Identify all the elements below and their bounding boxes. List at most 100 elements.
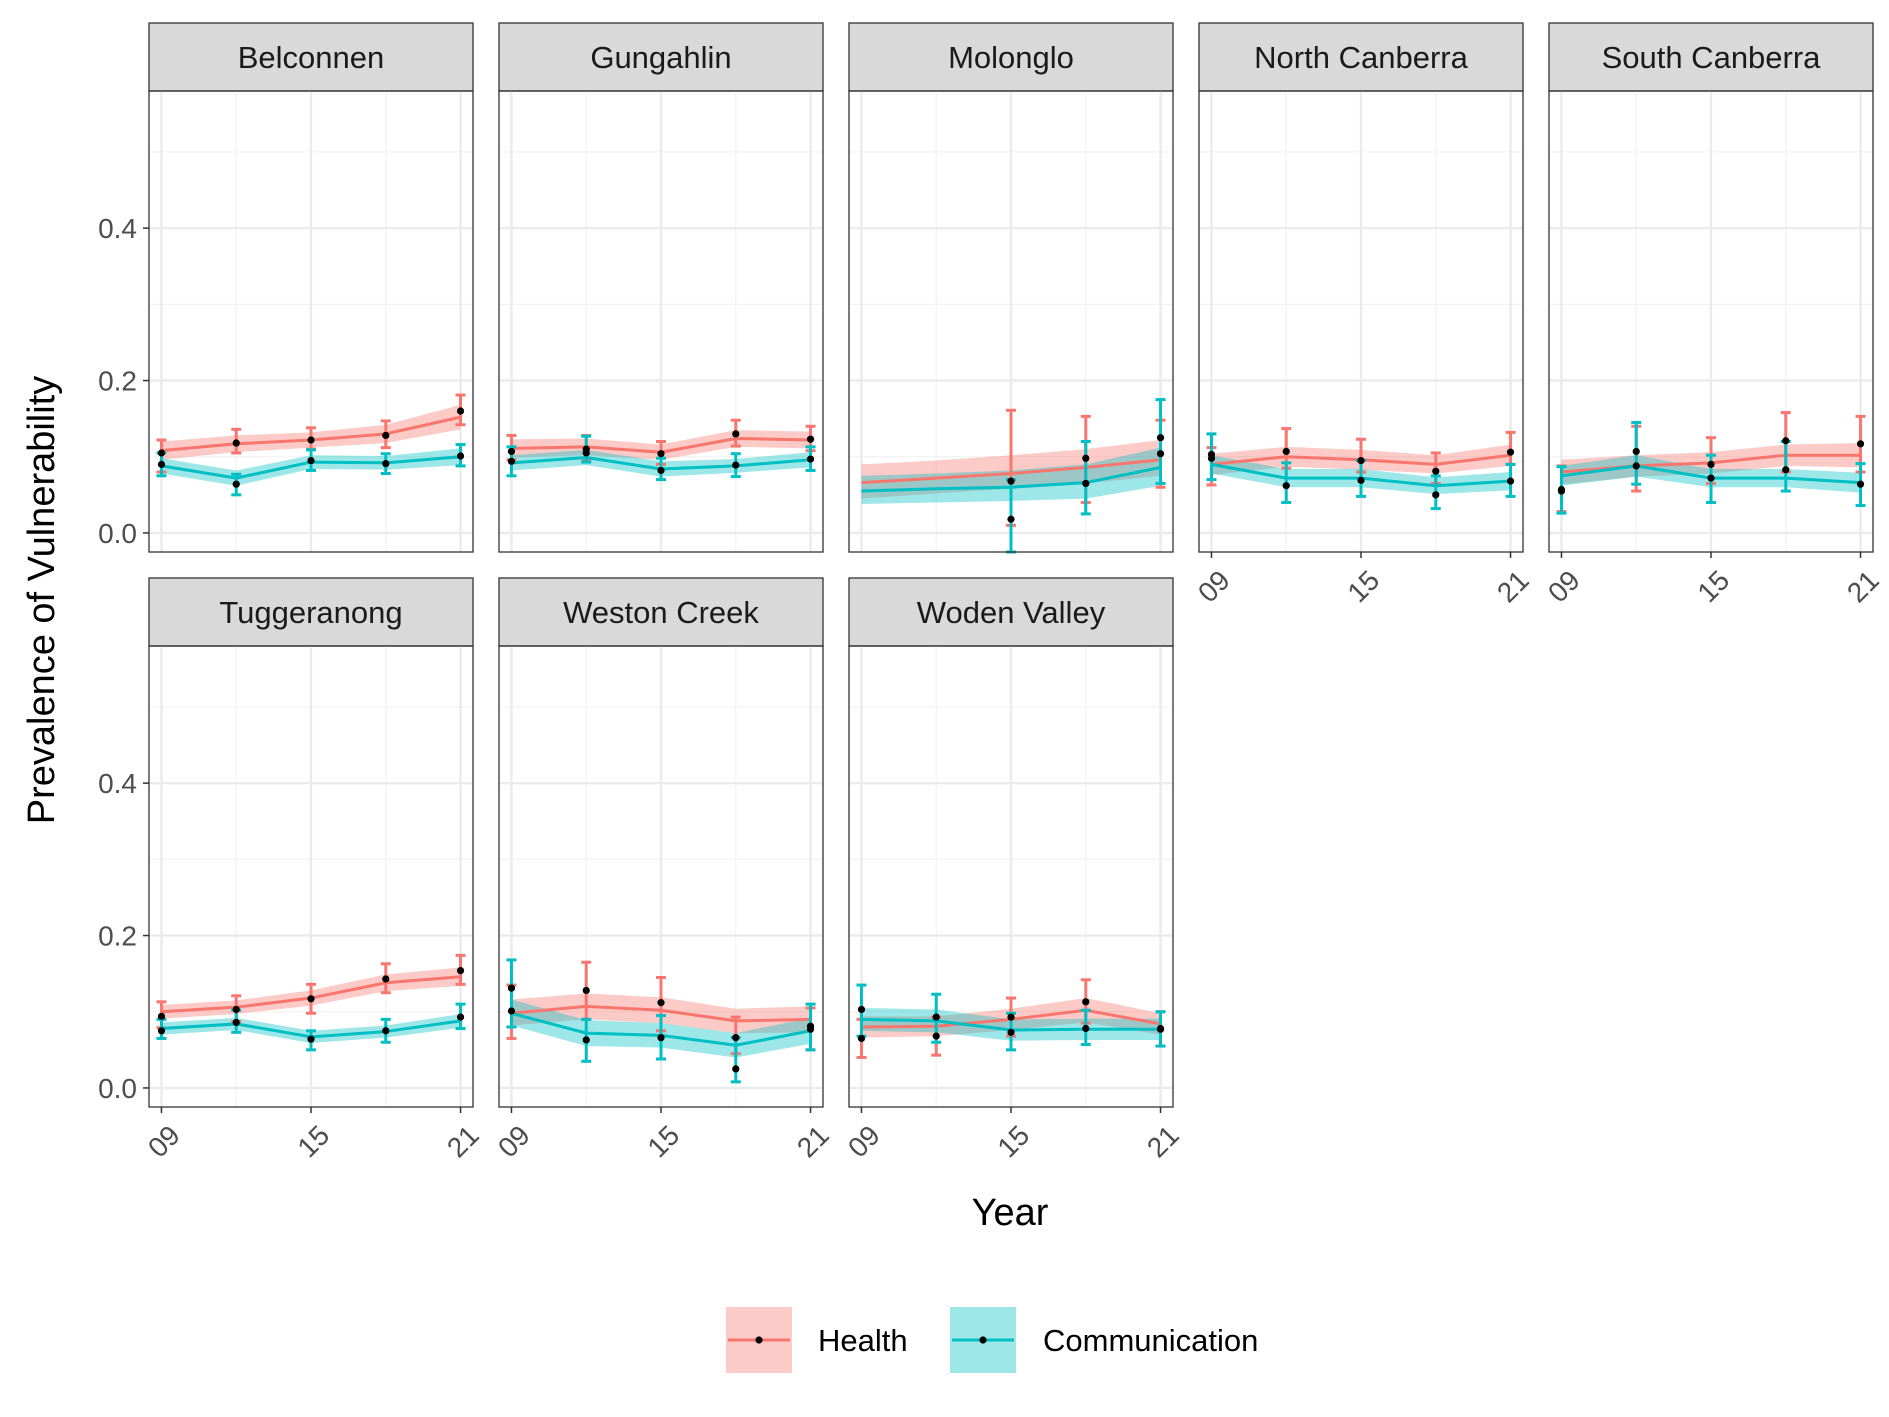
point-health	[456, 407, 465, 415]
point-health	[1007, 477, 1015, 485]
point-communication	[232, 480, 240, 488]
panel-gungahlin: Gungahlin	[498, 22, 824, 553]
point-communication	[1506, 477, 1515, 485]
point-health	[157, 460, 166, 468]
point-health	[1082, 998, 1090, 1006]
point-health	[1156, 434, 1165, 442]
facet-strip	[848, 577, 1174, 647]
point-health	[382, 431, 390, 440]
facet-title: Molonglo	[948, 40, 1074, 75]
point-health	[1856, 440, 1865, 448]
legend-key-point	[979, 1336, 987, 1344]
point-health	[382, 975, 390, 983]
point-communication	[857, 1005, 866, 1014]
facet-panels: Belconnen 0.0 0.2 0.4 Gungahlin Molonglo North…	[98, 22, 1885, 1163]
facet-strip	[498, 22, 824, 92]
panel-border	[498, 90, 824, 553]
point-health	[1432, 467, 1440, 475]
point-health	[507, 447, 516, 456]
panel-border	[848, 90, 1174, 553]
point-health	[1782, 437, 1790, 445]
point-communication	[1156, 450, 1165, 458]
y-tick-label: 0.2	[98, 921, 137, 952]
point-communication	[1632, 462, 1640, 470]
point-communication	[1007, 515, 1015, 523]
point-health	[157, 1012, 166, 1020]
point-communication	[157, 1027, 166, 1035]
point-communication	[507, 457, 516, 465]
point-communication	[732, 1065, 740, 1073]
point-health	[1007, 1013, 1015, 1021]
point-communication	[582, 445, 590, 453]
point-communication	[657, 466, 665, 475]
legend: Health Communication	[726, 1307, 1258, 1373]
point-communication	[932, 1013, 940, 1021]
facet-strip	[1548, 22, 1874, 92]
point-health	[932, 1032, 940, 1040]
y-tick-label: 0.4	[98, 213, 137, 244]
point-health	[582, 986, 590, 995]
point-communication	[1557, 487, 1566, 495]
y-tick-label: 0.0	[98, 518, 137, 549]
point-communication	[157, 449, 166, 457]
point-communication	[1782, 466, 1790, 474]
facet-title: Belconnen	[238, 40, 385, 75]
point-health	[857, 1034, 866, 1043]
point-health	[806, 435, 815, 443]
facet-title: Weston Creek	[563, 595, 759, 630]
point-communication	[1707, 474, 1715, 482]
point-health	[732, 1034, 740, 1042]
y-axis-title: Prevalence of Vulnerability	[21, 376, 63, 825]
facet-strip	[1198, 22, 1524, 92]
point-health	[657, 999, 665, 1007]
errorbar-communication	[1080, 440, 1091, 516]
legend-label: Health	[818, 1323, 908, 1358]
legend-label: Communication	[1043, 1323, 1258, 1358]
point-health	[1632, 447, 1640, 456]
y-tick-label: 0.4	[98, 768, 137, 799]
point-communication	[382, 460, 390, 468]
point-communication	[582, 1036, 590, 1044]
point-communication	[657, 1034, 665, 1042]
panel-belconnen: Belconnen 0.0 0.2 0.4	[98, 22, 474, 553]
legend-item-health: Health	[726, 1307, 908, 1373]
point-health	[1707, 460, 1715, 468]
errorbar-communication	[1155, 398, 1166, 485]
point-health	[232, 1005, 240, 1014]
panel-molonglo: Molonglo	[848, 22, 1174, 554]
point-communication	[806, 455, 815, 463]
point-communication	[1207, 450, 1216, 459]
facet-title: North Canberra	[1254, 40, 1468, 75]
facet-strip	[148, 577, 474, 647]
point-health	[307, 436, 315, 444]
point-communication	[1156, 1025, 1165, 1033]
point-communication	[507, 1007, 516, 1015]
point-communication	[232, 1018, 240, 1027]
point-communication	[1082, 1024, 1090, 1033]
point-communication	[732, 461, 740, 469]
legend-item-communication: Communication	[950, 1307, 1258, 1373]
x-axis-title: Year	[972, 1192, 1049, 1234]
errorbar-communication	[506, 958, 517, 1029]
point-health	[232, 439, 240, 447]
point-communication	[456, 1013, 465, 1021]
point-communication	[307, 456, 315, 465]
point-communication	[1357, 476, 1365, 484]
facet-title: Gungahlin	[590, 40, 731, 75]
facet-strip	[848, 22, 1174, 92]
y-tick-label: 0.2	[98, 366, 137, 397]
point-communication	[1282, 482, 1290, 490]
facet-title: Tuggeranong	[219, 595, 402, 630]
facet-title: South Canberra	[1602, 40, 1822, 75]
point-communication	[382, 1027, 390, 1035]
point-health	[507, 984, 516, 992]
point-health	[307, 995, 315, 1003]
point-health	[1506, 448, 1515, 456]
point-health	[657, 450, 665, 458]
